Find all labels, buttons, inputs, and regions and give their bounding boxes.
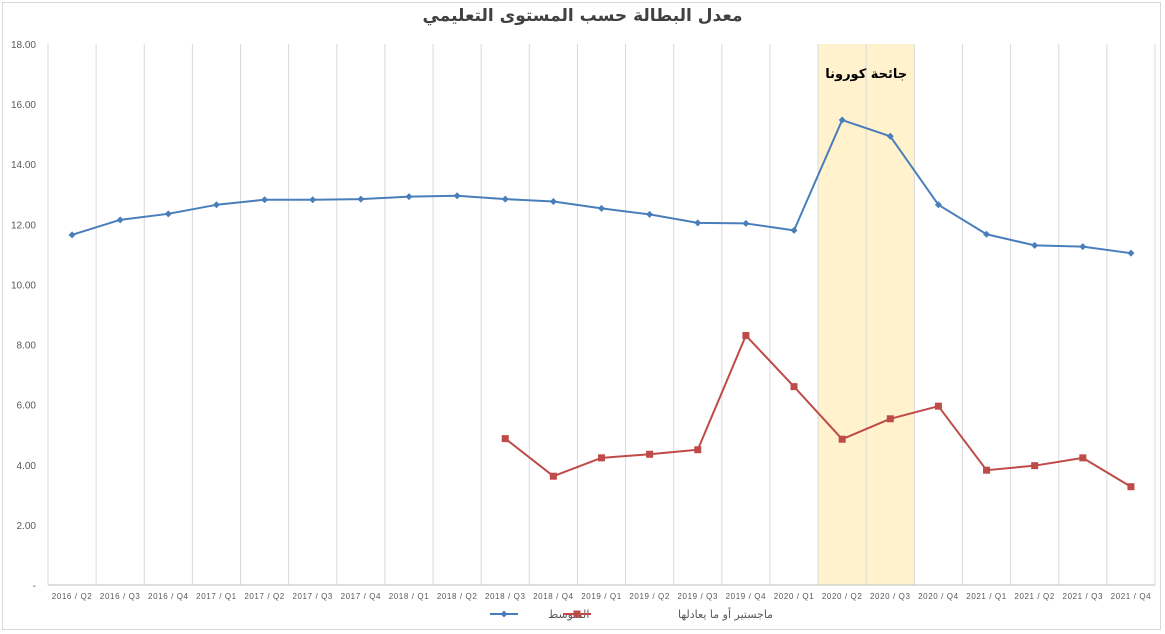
data-point [886,415,894,423]
x-tick-label: 2019 / Q4 [726,592,767,601]
data-point [1031,241,1039,249]
data-point [694,219,702,227]
data-point [838,435,846,443]
x-tick-label: 2020 / Q4 [918,592,959,601]
data-point [983,466,991,474]
data-point [309,196,317,204]
data-point [501,195,509,203]
legend-marker [500,610,508,618]
data-point [1079,243,1087,251]
series-line [504,334,1132,488]
data-point [790,226,798,234]
series-2 [501,332,1135,491]
data-point [934,201,942,209]
data-point [212,201,220,209]
data-point [934,402,942,410]
x-tick-label: 2018 / Q3 [485,592,526,601]
data-point [598,454,605,462]
series-line [71,119,1132,255]
y-tick-label: 8.00 [17,341,37,352]
x-tick-label: 2020 / Q3 [870,592,911,601]
covid-annotation: جائحة كورونا [825,67,907,82]
data-point [261,196,269,204]
x-tick-label: 2018 / Q1 [389,592,430,601]
data-point [886,132,894,140]
x-tick-label: 2018 / Q4 [533,592,574,601]
x-tick-label: 2016 / Q4 [148,592,189,601]
y-tick-label: 18.00 [11,40,36,51]
x-tick-label: 2021 / Q1 [966,592,1007,601]
data-point [983,230,991,238]
data-point [790,383,798,391]
x-tick-label: 2021 / Q3 [1063,592,1104,601]
data-point [549,197,557,205]
data-point [549,472,557,480]
data-point [838,116,846,124]
data-point [646,210,654,218]
series-layer [68,116,1135,491]
data-point [646,450,654,458]
x-tick-label: 2018 / Q2 [437,592,478,601]
x-tick-label: 2016 / Q2 [52,592,93,601]
data-point [1127,249,1135,257]
x-tick-label: 2019 / Q2 [629,592,670,601]
data-point [598,204,605,212]
grid-lines [47,44,1156,585]
data-point [405,193,413,201]
y-tick-label: - [33,581,36,592]
x-tick-label: 2017 / Q4 [341,592,382,601]
x-tick-label: 2017 / Q1 [196,592,237,601]
y-tick-label: 12.00 [11,220,36,231]
legend: المتوسط ماجستير أو ما يعادلها [490,607,773,621]
y-tick-label: 4.00 [17,461,37,472]
axes: - 2.00 4.00 6.00 8.00 10.00 12.00 14.00 16.00 18.… [11,40,1155,601]
x-tick-label: 2020 / Q1 [774,592,815,601]
legend-item-2: ماجستير أو ما يعادلها [563,607,773,621]
x-tick-label: 2017 / Q2 [244,592,285,601]
y-tick-label: 16.00 [11,100,36,111]
data-point [1127,483,1135,491]
data-point [1031,462,1039,470]
data-point [164,210,172,218]
data-point [501,435,509,443]
chart-title: معدل البطالة حسب المستوى التعليمي [422,6,743,26]
data-point [694,446,702,454]
data-point [742,332,750,340]
x-tick-label: 2020 / Q2 [822,592,863,601]
data-point [453,192,461,200]
y-tick-label: 14.00 [11,160,36,171]
x-tick-label: 2017 / Q3 [292,592,333,601]
legend-label: ماجستير أو ما يعادلها [678,607,773,621]
y-tick-label: 6.00 [17,401,37,412]
x-tick-label: 2019 / Q3 [677,592,718,601]
data-point [68,231,76,239]
y-tick-label: 10.00 [11,280,36,291]
x-tick-label: 2019 / Q1 [581,592,622,601]
data-point [116,216,124,224]
legend-marker [573,610,581,618]
data-point [742,219,750,227]
data-point [357,195,365,203]
x-tick-label: 2021 / Q4 [1111,592,1152,601]
data-point [1079,454,1087,462]
series-1 [68,116,1135,257]
x-tick-label: 2021 / Q2 [1014,592,1055,601]
x-tick-label: 2016 / Q3 [100,592,141,601]
y-tick-label: 2.00 [17,521,37,532]
